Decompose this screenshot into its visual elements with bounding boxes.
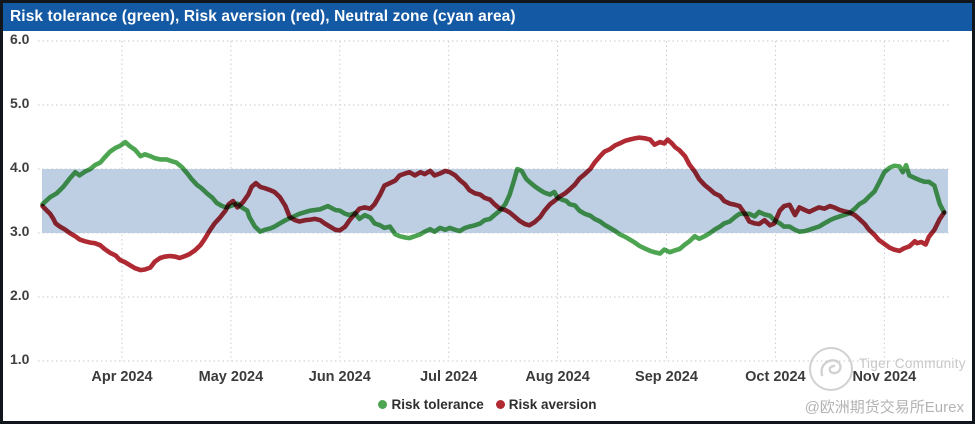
- x-axis-tick-label: Sep 2024: [635, 369, 698, 385]
- neutral-zone-band: [42, 169, 948, 233]
- legend-item-risk-aversion: Risk aversion: [495, 397, 597, 412]
- tiger-community-logo-icon: [808, 346, 854, 397]
- risk-tolerance-line: [40, 139, 947, 256]
- legend-marker-risk-aversion: [495, 400, 505, 409]
- legend-label-risk-aversion: Risk aversion: [508, 397, 597, 412]
- x-axis-tick-label: Nov 2024: [852, 369, 917, 385]
- x-axis-tick-label: Apr 2024: [91, 369, 153, 385]
- y-axis-tick-label: 1.0: [10, 351, 30, 367]
- legend-item-risk-tolerance: Risk tolerance: [378, 397, 484, 412]
- y-axis-tick-label: 3.0: [10, 223, 30, 239]
- chart-title: Risk tolerance (green), Risk aversion (r…: [3, 3, 972, 31]
- risk-aversion-line: [40, 135, 947, 273]
- x-axis-tick-label: Aug 2024: [525, 369, 590, 385]
- legend-marker-risk-tolerance: [378, 400, 388, 409]
- plot-area: [38, 40, 950, 362]
- watermark-handle-text: @欧洲期货交易所Eurex: [804, 399, 964, 416]
- x-axis-tick-label: Jul 2024: [420, 369, 478, 385]
- x-axis-tick-label: Jun 2024: [308, 369, 371, 385]
- watermark-community-text: Tiger Community: [859, 356, 966, 371]
- legend: Risk tolerance Risk aversion: [3, 397, 972, 412]
- x-axis-tick-label: May 2024: [198, 369, 264, 385]
- y-axis-tick-label: 2.0: [10, 287, 30, 303]
- x-axis-tick-label: Oct 2024: [745, 369, 806, 385]
- y-axis-tick-label: 5.0: [10, 95, 30, 111]
- y-axis-tick-label: 4.0: [10, 159, 30, 175]
- legend-label-risk-tolerance: Risk tolerance: [391, 397, 484, 412]
- y-axis-tick-label: 6.0: [10, 31, 30, 47]
